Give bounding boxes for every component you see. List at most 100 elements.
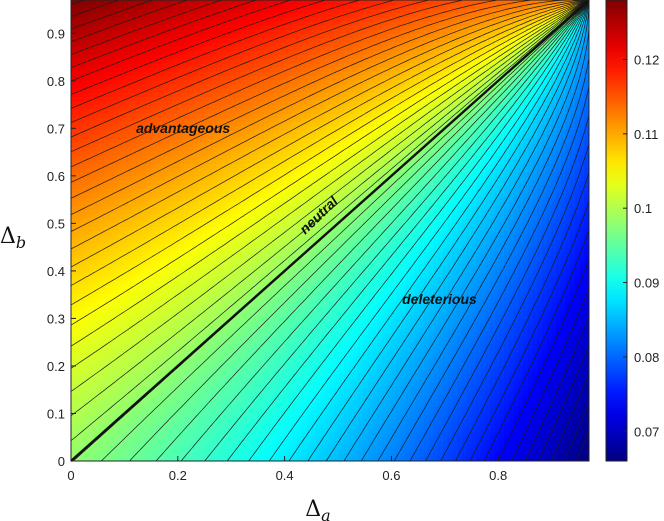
heat-cell [94, 243, 100, 248]
heat-cell [231, 104, 237, 110]
heat-cell [245, 243, 251, 248]
heat-cell [179, 150, 185, 156]
heat-cell [179, 381, 185, 387]
heat-cell [264, 264, 270, 269]
heat-cell [198, 205, 204, 211]
heat-cell [198, 25, 204, 30]
heat-cell [85, 440, 91, 445]
heat-cell [273, 171, 279, 177]
heat-cell [226, 117, 232, 123]
heat-cell [240, 440, 246, 445]
heat-cell [231, 192, 237, 198]
heat-cell [240, 297, 246, 303]
heat-cell [193, 368, 199, 374]
heat-cell [85, 192, 91, 198]
heat-cell [226, 264, 232, 269]
heat-cell [103, 406, 110, 412]
heat-cell [249, 117, 256, 123]
heat-cell [226, 276, 232, 282]
heat-cell [221, 41, 227, 47]
heat-cell [249, 167, 256, 173]
heat-cell [136, 54, 143, 60]
heat-cell [216, 4, 223, 9]
heat-cell [184, 276, 190, 282]
heat-cell [71, 331, 77, 336]
heat-cell [240, 142, 246, 148]
heat-cell [240, 347, 246, 353]
heat-cell [259, 398, 265, 403]
heat-cell [103, 431, 110, 437]
heat-cell [113, 58, 119, 64]
heat-cell [141, 259, 147, 265]
heat-cell [108, 33, 114, 39]
heat-cell [151, 37, 157, 43]
heat-cell [240, 163, 246, 169]
heat-cell [89, 377, 96, 382]
heat-cell [122, 414, 129, 420]
heat-cell [132, 456, 138, 461]
heat-cell [216, 385, 223, 391]
heat-cell [174, 322, 180, 328]
heat-cell [216, 289, 223, 294]
heat-cell [226, 377, 232, 382]
heat-cell [249, 201, 256, 206]
heat-cell [132, 58, 138, 64]
heat-cell [108, 427, 114, 433]
heat-cell [198, 125, 204, 131]
heat-cell [113, 343, 119, 349]
heat-cell [80, 377, 86, 382]
heat-cell [268, 289, 275, 294]
heat-cell [122, 347, 129, 353]
heat-cell [155, 62, 162, 68]
heat-cell [108, 343, 114, 349]
heat-cell [179, 356, 185, 362]
heat-cell [249, 150, 256, 156]
heat-cell [235, 171, 242, 177]
heat-cell [71, 360, 77, 366]
heat-cell [141, 50, 147, 56]
heat-cell [132, 226, 138, 232]
heat-cell [174, 360, 180, 366]
heat-cell [71, 393, 77, 399]
heat-cell [127, 58, 133, 64]
heat-cell [80, 201, 86, 206]
heat-cell [160, 372, 166, 378]
heat-cell [151, 50, 157, 56]
heat-cell [89, 360, 96, 366]
heat-cell [99, 8, 105, 14]
heat-cell [202, 423, 209, 429]
heat-cell [240, 452, 246, 458]
heat-cell [193, 251, 199, 257]
heat-cell [235, 104, 242, 110]
heat-cell [89, 159, 96, 165]
heat-cell [103, 20, 110, 26]
heat-cell [174, 326, 180, 332]
heat-cell [99, 444, 105, 450]
heat-cell [231, 92, 237, 97]
heat-cell [226, 146, 232, 152]
heat-cell [174, 180, 180, 185]
heat-cell [174, 268, 180, 274]
heat-cell [184, 209, 190, 215]
heat-cell [221, 71, 227, 77]
heat-cell [160, 243, 166, 248]
heat-cell [231, 121, 237, 127]
heat-cell [165, 188, 171, 194]
heat-cell [146, 414, 152, 420]
heat-cell [165, 213, 171, 219]
heat-cell [75, 431, 82, 437]
heat-cell [216, 318, 223, 324]
heat-cell [127, 0, 133, 5]
heat-cell [127, 339, 133, 345]
heat-cell [249, 393, 256, 399]
heat-cell [193, 83, 199, 89]
heat-cell [212, 381, 218, 387]
heat-cell [160, 440, 166, 445]
heat-cell [226, 75, 232, 81]
heat-cell [118, 108, 124, 114]
heat-cell [193, 280, 199, 286]
heat-cell [165, 167, 171, 173]
heat-cell [155, 393, 162, 399]
heat-cell [202, 4, 209, 9]
heat-cell [132, 108, 138, 114]
